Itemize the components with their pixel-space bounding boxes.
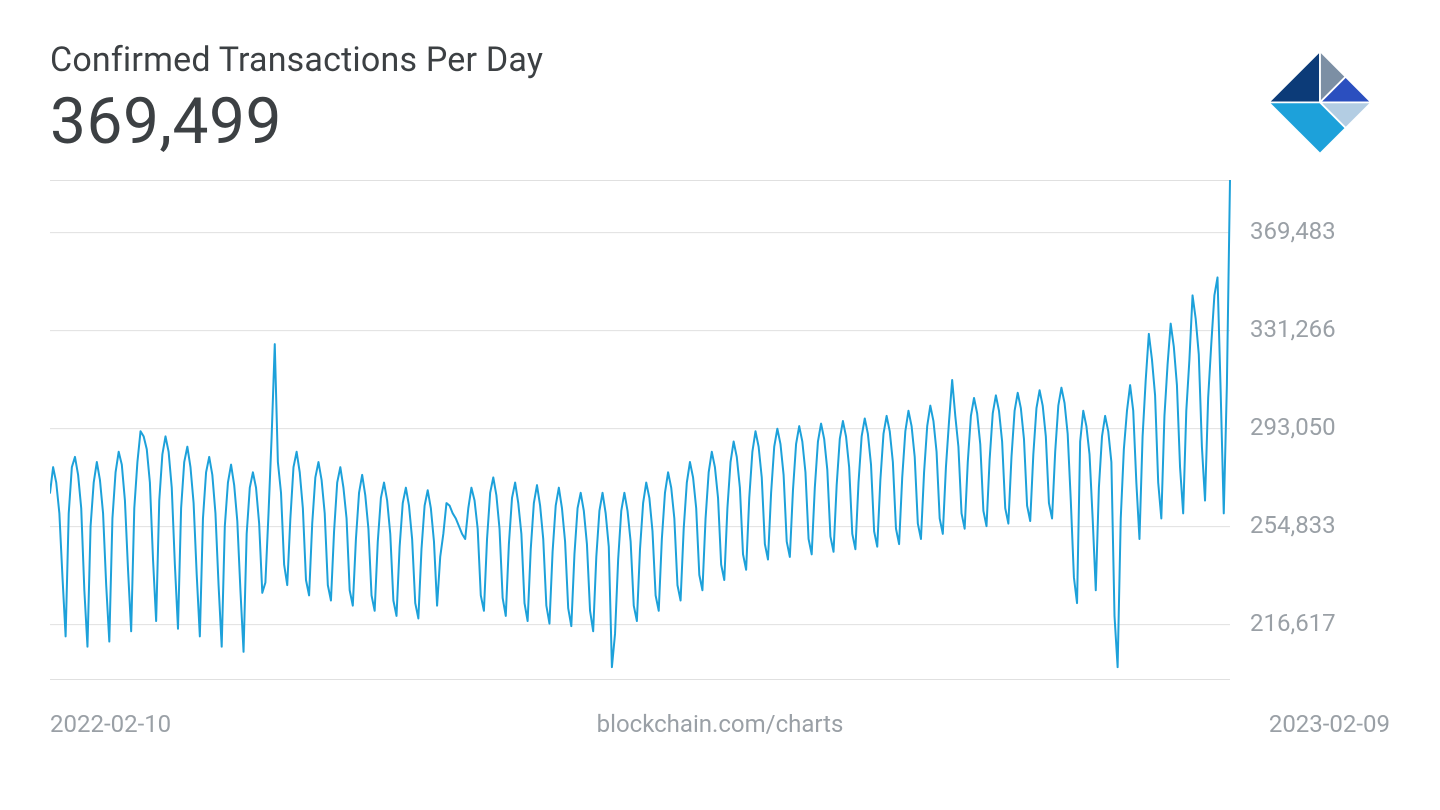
chart-source-label: blockchain.com/charts	[597, 710, 844, 738]
y-axis-tick-label: 331,266	[1250, 315, 1336, 343]
line-chart-svg	[50, 180, 1390, 680]
chart-current-value: 369,499	[50, 84, 1390, 159]
brand-logo-icon	[1260, 40, 1380, 164]
line-chart: 216,617 254,833 293,050 331,266 369,483	[50, 180, 1390, 680]
y-axis-tick-label: 369,483	[1250, 217, 1336, 245]
x-axis-end-date: 2023-02-09	[1269, 710, 1390, 738]
y-axis-tick-label: 216,617	[1250, 609, 1336, 637]
chart-title: Confirmed Transactions Per Day	[50, 40, 1390, 80]
y-axis-tick-label: 254,833	[1250, 511, 1336, 539]
x-axis-start-date: 2022-02-10	[50, 710, 171, 738]
series-line	[50, 180, 1230, 667]
chart-header: Confirmed Transactions Per Day 369,499	[50, 40, 1390, 170]
y-axis-tick-label: 293,050	[1250, 413, 1336, 441]
